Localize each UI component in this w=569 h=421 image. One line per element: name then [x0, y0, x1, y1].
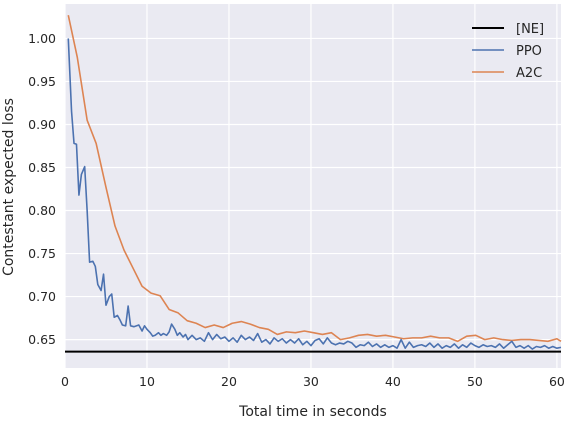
plot-background: [65, 4, 561, 368]
legend-label-ne: [NE]: [516, 22, 544, 37]
x-tick-label: 50: [467, 374, 483, 389]
y-tick-label: 0.70: [28, 289, 56, 304]
x-tick-label: 40: [385, 374, 401, 389]
series-layer: [65, 15, 562, 353]
y-axis-label: Contestant expected loss: [1, 98, 17, 276]
x-tick-label: 20: [221, 374, 237, 389]
y-tick-label: 1.00: [28, 31, 56, 46]
y-tick-label: 0.75: [28, 246, 56, 261]
y-tick-labels: 0.65 0.70 0.75 0.80 0.85 0.90 0.95 1.00: [28, 31, 56, 347]
y-tick-label: 0.85: [28, 160, 56, 175]
legend-label-a2c: A2C: [516, 66, 542, 81]
x-axis-label: Total time in seconds: [238, 404, 387, 420]
x-tick-label: 30: [303, 374, 319, 389]
y-tick-label: 0.65: [28, 332, 56, 347]
y-tick-label: 0.95: [28, 74, 56, 89]
legend: [NE] PPO A2C: [472, 22, 544, 81]
y-tick-label: 0.80: [28, 203, 56, 218]
series-line-a2c: [67, 15, 562, 343]
x-tick-labels: 0 10 20 30 40 50 60: [61, 374, 565, 389]
x-tick-label: 60: [549, 374, 565, 389]
x-tick-label: 10: [139, 374, 155, 389]
series-line-ppo: [67, 38, 562, 350]
grid-lines: [64, 4, 561, 368]
y-tick-label: 0.90: [28, 117, 56, 132]
legend-label-ppo: PPO: [516, 44, 542, 59]
x-tick-label: 0: [61, 374, 69, 389]
